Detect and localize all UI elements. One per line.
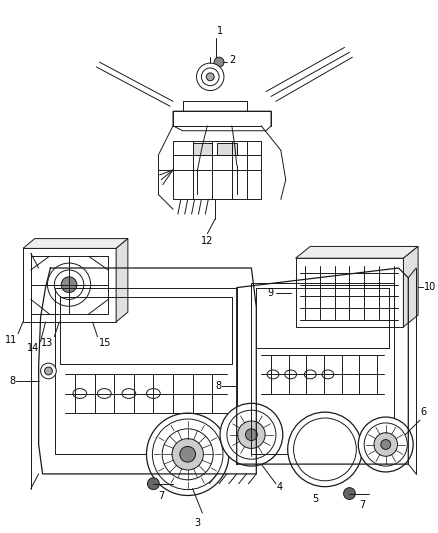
Circle shape: [358, 417, 413, 472]
Ellipse shape: [122, 389, 136, 399]
Circle shape: [152, 419, 223, 490]
Text: 13: 13: [41, 337, 53, 348]
Polygon shape: [296, 246, 418, 258]
Circle shape: [288, 412, 362, 487]
Circle shape: [47, 263, 91, 306]
Text: 9: 9: [268, 287, 274, 297]
Ellipse shape: [322, 370, 334, 379]
Text: 7: 7: [359, 500, 366, 511]
Circle shape: [180, 447, 195, 462]
Polygon shape: [296, 258, 403, 327]
Text: 2: 2: [229, 55, 235, 65]
Text: 6: 6: [420, 407, 426, 417]
Circle shape: [45, 367, 53, 375]
Circle shape: [227, 410, 276, 459]
Ellipse shape: [73, 389, 87, 399]
Text: 1: 1: [217, 26, 223, 36]
Polygon shape: [193, 143, 212, 155]
Polygon shape: [217, 143, 237, 155]
Ellipse shape: [267, 370, 279, 379]
Polygon shape: [23, 248, 116, 322]
Polygon shape: [173, 141, 261, 199]
Circle shape: [206, 73, 214, 80]
Text: 10: 10: [424, 281, 436, 292]
Ellipse shape: [285, 370, 297, 379]
Circle shape: [246, 429, 257, 441]
Circle shape: [201, 68, 219, 86]
Ellipse shape: [146, 389, 160, 399]
Circle shape: [293, 418, 357, 481]
Text: 8: 8: [9, 376, 15, 386]
Circle shape: [41, 363, 57, 379]
Circle shape: [197, 63, 224, 91]
Circle shape: [214, 57, 224, 67]
Text: 14: 14: [28, 343, 39, 352]
Circle shape: [364, 423, 407, 466]
Text: 5: 5: [312, 494, 318, 504]
Circle shape: [343, 488, 355, 499]
Text: 3: 3: [194, 518, 201, 528]
Circle shape: [238, 421, 265, 448]
Circle shape: [54, 270, 84, 300]
Ellipse shape: [98, 389, 111, 399]
Polygon shape: [23, 239, 128, 248]
Text: 15: 15: [99, 337, 111, 348]
Polygon shape: [116, 239, 128, 322]
Circle shape: [148, 478, 159, 490]
Text: 4: 4: [277, 482, 283, 492]
Polygon shape: [173, 111, 271, 131]
Circle shape: [61, 277, 77, 293]
Polygon shape: [403, 246, 418, 327]
Circle shape: [220, 403, 283, 466]
Circle shape: [172, 439, 203, 470]
Circle shape: [381, 440, 391, 449]
Text: 8: 8: [215, 381, 221, 391]
Circle shape: [162, 429, 213, 480]
Circle shape: [374, 433, 398, 456]
Polygon shape: [31, 256, 108, 314]
Text: 7: 7: [158, 490, 165, 500]
Ellipse shape: [304, 370, 316, 379]
Circle shape: [146, 413, 229, 496]
Text: 12: 12: [201, 236, 213, 246]
Text: 11: 11: [5, 335, 17, 345]
